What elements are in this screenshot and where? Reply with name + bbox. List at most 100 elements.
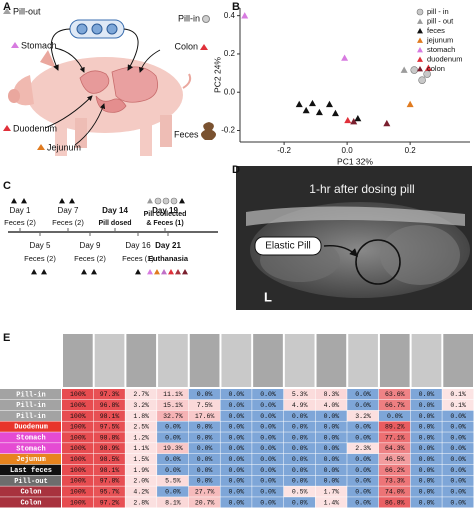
table-cell (347, 421, 379, 432)
scatter-point (331, 109, 339, 117)
table-cell (378, 497, 411, 508)
cell-text: 0.0% (324, 478, 340, 485)
sample-icon (154, 197, 162, 205)
row-label: Pill-out (14, 478, 48, 486)
table-cell (283, 432, 316, 443)
legend-marker (417, 37, 423, 43)
table-cell (347, 389, 379, 400)
cell-text: 0.0% (229, 488, 245, 495)
table-cell (315, 410, 347, 421)
table-cell (125, 399, 157, 411)
cell-text: 8.3% (324, 391, 340, 398)
xray-side-label: L (264, 289, 272, 304)
cell-text: 1.5% (133, 456, 149, 463)
table-cell (252, 410, 284, 421)
cell-text: 0.0% (419, 488, 435, 495)
cell-text: 2.3% (355, 445, 371, 452)
table-cell (93, 443, 125, 454)
table-cell (188, 389, 220, 400)
legend-label: pill - out (427, 16, 454, 25)
table-cell (252, 389, 284, 400)
column-header (284, 334, 315, 387)
cell-text: 0.0% (229, 402, 245, 409)
cell-text: 0.0% (165, 424, 181, 431)
cell-text: 11.1% (163, 391, 183, 398)
sample-icon (182, 269, 188, 275)
cell-text: 0.0% (229, 467, 245, 474)
table-cell (62, 475, 94, 486)
table-cell (315, 475, 347, 486)
scatter-point (418, 76, 426, 84)
cell-text: 0.0% (292, 413, 308, 420)
table-cell (315, 464, 347, 476)
table-cell (157, 432, 189, 443)
cell-text: 0.0% (419, 456, 435, 463)
row-label: Pill-in (16, 391, 45, 399)
cell-text: 0.0% (292, 424, 308, 431)
timeline-note: Feces (1) (122, 254, 154, 263)
table-cell (157, 453, 189, 465)
table-cell (283, 453, 316, 465)
timeline-day: Day 1 (10, 206, 31, 215)
cell-text: 95.7% (100, 488, 120, 495)
row-label-cell (0, 421, 61, 432)
scatter-point (410, 66, 419, 74)
panel-letter: C (3, 180, 11, 192)
cell-text: 0.0% (165, 467, 181, 474)
table-cell (347, 475, 379, 486)
table-cell (315, 421, 347, 432)
table-cell (378, 389, 411, 400)
timeline-note: Feces (2) (24, 254, 56, 263)
column-header (63, 334, 93, 387)
table-cell (125, 389, 157, 400)
y-tick-label: 0.2 (224, 49, 236, 58)
legend-label: stomach (427, 45, 455, 54)
cell-text: 0.0% (292, 434, 308, 441)
cell-text: 0.0% (260, 434, 276, 441)
timeline-day: Day 9 (80, 241, 101, 250)
cell-text: 0.0% (324, 413, 340, 420)
row-label-cell (0, 432, 61, 443)
cell-text: 0.0% (260, 456, 276, 463)
cell-text: 0.0% (229, 413, 245, 420)
legend-marker (417, 47, 423, 53)
column-header (348, 334, 378, 387)
cell-text: 4.9% (292, 402, 308, 409)
column-header (379, 334, 410, 387)
legend-marker (416, 8, 424, 16)
table-cell (188, 486, 220, 497)
cell-text: 0.0% (355, 424, 371, 431)
sample-icon (41, 269, 47, 275)
table-cell (347, 399, 379, 411)
xray-caption: 1-hr after dosing pill (309, 182, 414, 196)
cell-text: 100% (70, 402, 86, 409)
column-header (221, 334, 252, 387)
legend-marker (417, 18, 423, 24)
scatter-point (406, 100, 414, 108)
timeline-note: Pill collected (144, 211, 187, 218)
table-cell (315, 497, 347, 508)
column-header (443, 334, 473, 387)
table-cell (188, 443, 220, 454)
cell-text: 0.0% (260, 499, 276, 506)
table-cell (283, 399, 316, 411)
cell-text: 66.2% (385, 467, 405, 474)
cell-text: 0.0% (260, 402, 276, 409)
table-cell (410, 410, 442, 421)
table-cell (93, 421, 125, 432)
cell-text: 0.0% (197, 434, 213, 441)
table-cell (252, 497, 284, 508)
table-cell (252, 432, 284, 443)
cell-text: 5.3% (292, 391, 308, 398)
cell-text: 0.0% (260, 391, 276, 398)
xray-image (236, 166, 472, 310)
table-cell (410, 464, 442, 476)
column-header (126, 334, 157, 387)
table-cell (315, 486, 347, 497)
cell-text: 0.0% (229, 424, 245, 431)
cell-text: 1.8% (133, 413, 149, 420)
sample-icon (170, 197, 178, 205)
table-cell (347, 486, 379, 497)
panel-letter: D (232, 164, 240, 176)
legend-label: jejunum (426, 35, 453, 44)
